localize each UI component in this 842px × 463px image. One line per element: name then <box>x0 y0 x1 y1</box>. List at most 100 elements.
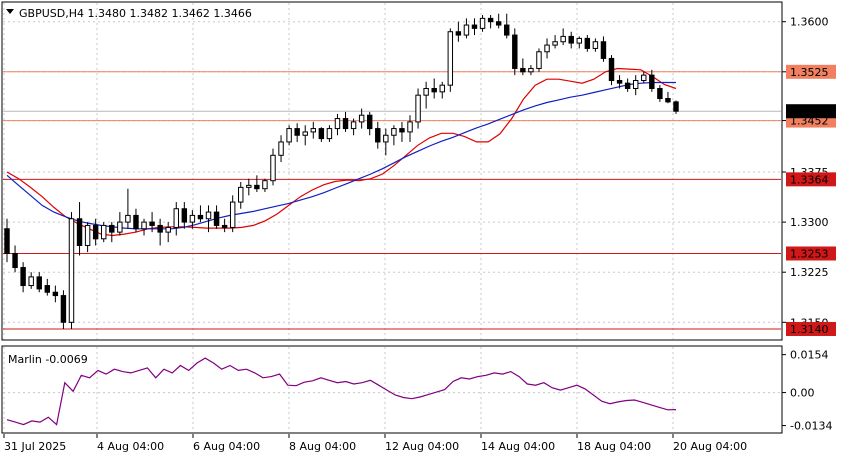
bear-candle <box>616 79 623 84</box>
y-tick-label: 1.3600 <box>790 16 829 29</box>
bull-candle <box>439 84 445 93</box>
price-level-label-bg <box>786 172 836 187</box>
bull-candle <box>383 134 389 143</box>
bear-candle <box>649 74 655 90</box>
y-tick-label: 1.3225 <box>790 266 829 279</box>
chart-title: GBPUSD,H4 1.3480 1.3482 1.3462 1.3466 <box>19 7 252 20</box>
oscillator-title: Marlin -0.0069 <box>8 353 88 366</box>
candles <box>4 13 679 329</box>
x-tick-label: 18 Aug 04:00 <box>577 440 651 453</box>
bear-candle <box>197 214 204 220</box>
bull-candle <box>576 37 582 44</box>
bull-candle <box>117 221 123 233</box>
bear-candle <box>431 88 437 93</box>
bear-candle <box>455 31 462 36</box>
grid-lines <box>3 3 781 432</box>
bear-candle <box>92 224 99 240</box>
price-level-label: 1.3364 <box>790 173 829 186</box>
bear-candle <box>213 211 220 226</box>
bear-candle <box>504 24 510 36</box>
bull-candle <box>358 114 365 123</box>
bear-candle <box>221 224 228 228</box>
bull-candle <box>407 121 413 133</box>
bull-candle <box>423 88 429 96</box>
bull-candle <box>141 221 147 230</box>
bear-candle <box>44 285 51 293</box>
bull-candle <box>286 128 292 143</box>
bull-candle <box>560 35 566 43</box>
bull-candle <box>310 128 317 133</box>
bear-candle <box>512 34 518 69</box>
bear-candle <box>4 228 10 254</box>
bull-candle <box>415 94 421 123</box>
bull-candle <box>205 211 212 220</box>
bear-candle <box>12 252 18 269</box>
bear-candle <box>181 208 188 223</box>
x-tick-label: 4 Aug 04:00 <box>97 440 164 453</box>
bull-candle <box>101 224 107 240</box>
price-level-label-bg <box>786 64 836 79</box>
bull-candle <box>544 44 550 53</box>
x-tick-label: 8 Aug 04:00 <box>289 440 356 453</box>
bear-candle <box>36 276 42 290</box>
bear-candle <box>608 57 615 81</box>
bull-candle <box>262 180 268 190</box>
bear-candle <box>318 128 325 140</box>
axes: 31 Jul 2025 4 Aug 04:00 6 Aug 04:00 8 Aug 0… <box>3 16 836 453</box>
bull-candle <box>84 224 91 246</box>
price-level-label-bg <box>786 321 836 336</box>
y-tick-label: 1.3300 <box>790 216 829 229</box>
bull-candle <box>68 218 75 323</box>
bull-candle <box>463 24 470 36</box>
price-panel[interactable] <box>1 1 783 341</box>
bear-candle <box>600 41 607 59</box>
oscillator-line-group <box>6 357 677 426</box>
current-price-label-bg <box>786 104 836 119</box>
oscillator-panel[interactable] <box>1 345 783 434</box>
bear-candle <box>149 221 155 226</box>
price-level-label: 1.3140 <box>790 323 829 336</box>
bull-candle <box>270 154 276 182</box>
bull-candle <box>246 184 252 188</box>
bull-candle <box>173 208 179 228</box>
oscillator-y-tick-label: 0.0154 <box>790 349 829 362</box>
fast-moving-average-line <box>6 67 677 237</box>
bear-candle <box>294 128 300 136</box>
bull-candle <box>28 276 34 287</box>
bear-candle <box>487 17 494 23</box>
current-price-label: 1.3466 <box>790 105 829 118</box>
triangle-down-icon[interactable] <box>6 9 14 14</box>
bull-candle <box>528 67 534 73</box>
bear-candle <box>76 218 83 246</box>
bear-candle <box>342 118 349 130</box>
x-tick-label: 20 Aug 04:00 <box>673 440 747 453</box>
bull-candle <box>391 128 397 136</box>
x-tick-label: 12 Aug 04:00 <box>385 440 459 453</box>
bull-candle <box>552 41 558 46</box>
bull-candle <box>229 201 236 228</box>
bull-candle <box>165 226 171 233</box>
bull-candle <box>238 186 244 203</box>
bear-candle <box>375 128 381 143</box>
bull-candle <box>334 118 341 130</box>
bull-candle <box>632 79 639 90</box>
oscillator-y-tick-label: 0.00 <box>790 387 815 400</box>
bear-candle <box>665 98 671 103</box>
oscillator-line <box>6 357 677 426</box>
bear-candle <box>399 128 405 133</box>
horizontal-levels <box>3 71 781 330</box>
x-tick-label: 31 Jul 2025 <box>4 440 66 453</box>
x-tick-label: 6 Aug 04:00 <box>193 440 260 453</box>
bear-candle <box>52 291 59 297</box>
bear-candle <box>157 224 163 233</box>
bull-candle <box>350 121 357 130</box>
bear-candle <box>60 295 67 323</box>
bear-candle <box>657 88 663 100</box>
bull-candle <box>536 51 542 69</box>
bull-candle <box>641 74 647 81</box>
price-level-label: 1.3253 <box>790 247 829 260</box>
bull-candle <box>302 131 308 136</box>
bear-candle <box>520 67 526 73</box>
